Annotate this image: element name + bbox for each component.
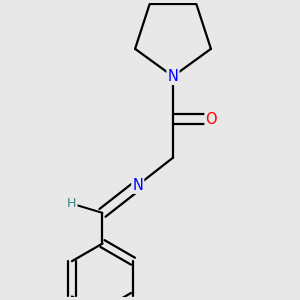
Text: O: O (206, 112, 217, 127)
Text: N: N (168, 69, 178, 84)
Text: N: N (132, 178, 143, 193)
Text: H: H (67, 197, 76, 210)
